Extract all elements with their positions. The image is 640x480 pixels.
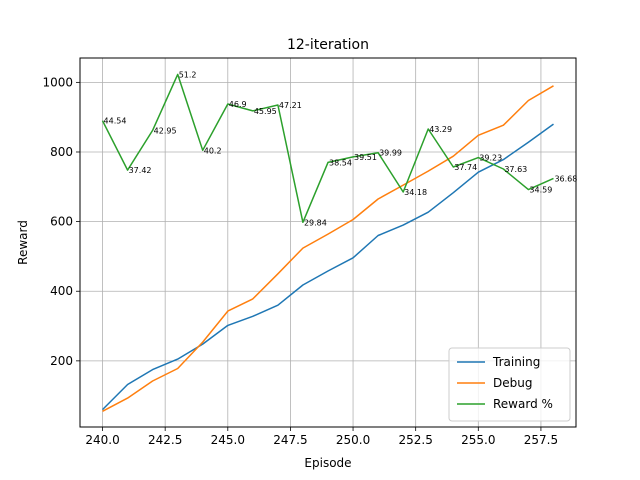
series-line-training bbox=[101, 123, 554, 411]
data-label: 43.29 bbox=[429, 125, 452, 134]
series-lines bbox=[101, 73, 554, 412]
x-axis-label: Episode bbox=[304, 456, 351, 470]
y-tick-label: 200 bbox=[50, 354, 73, 368]
y-tick-label: 600 bbox=[50, 215, 73, 229]
x-tick-label: 250.0 bbox=[336, 433, 370, 447]
x-tick-label: 257.5 bbox=[524, 433, 558, 447]
legend-label: Training bbox=[492, 355, 540, 369]
x-tick-label: 252.5 bbox=[398, 433, 432, 447]
x-tick-label: 240.0 bbox=[85, 433, 119, 447]
data-label: 39.51 bbox=[354, 153, 377, 162]
legend-box bbox=[448, 347, 571, 422]
data-label: 42.95 bbox=[154, 126, 177, 135]
data-label: 37.63 bbox=[504, 165, 527, 174]
series-line-debug bbox=[102, 85, 554, 412]
plot-frame bbox=[79, 57, 577, 428]
data-label: 34.59 bbox=[529, 186, 552, 195]
data-label: 34.18 bbox=[404, 188, 427, 197]
data-label: 40.2 bbox=[204, 146, 222, 155]
data-label: 47.21 bbox=[279, 101, 302, 110]
y-tick-label: 1000 bbox=[42, 75, 73, 89]
legend: Training Debug Reward % bbox=[448, 347, 571, 422]
legend-label: Reward % bbox=[493, 397, 553, 411]
data-label: 29.84 bbox=[304, 218, 327, 227]
data-label: 45.95 bbox=[254, 107, 277, 116]
data-label: 36.68 bbox=[554, 174, 577, 183]
series-line-reward bbox=[101, 73, 554, 224]
data-label: 39.99 bbox=[379, 149, 402, 158]
x-tick-label: 242.5 bbox=[148, 433, 182, 447]
x-axis-ticks: 240.0 242.5 245.0 247.5 250.0 252.5 255.0 257.5 bbox=[85, 427, 558, 447]
data-label: 39.23 bbox=[479, 154, 502, 163]
y-tick-label: 800 bbox=[50, 145, 73, 159]
legend-label: Debug bbox=[493, 376, 532, 390]
data-label: 38.54 bbox=[329, 158, 352, 167]
x-tick-label: 255.0 bbox=[461, 433, 495, 447]
data-label: 46.9 bbox=[229, 100, 247, 109]
data-label: 37.74 bbox=[454, 163, 477, 172]
x-tick-label: 245.0 bbox=[211, 433, 245, 447]
data-label: 44.54 bbox=[104, 117, 127, 126]
y-axis-label: Reward bbox=[16, 220, 30, 265]
x-tick-label: 247.5 bbox=[273, 433, 307, 447]
data-label: 37.42 bbox=[129, 166, 152, 175]
chart-title: 12-iteration bbox=[287, 37, 369, 53]
y-axis-ticks: 200 400 600 800 1000 bbox=[42, 75, 80, 368]
y-tick-label: 400 bbox=[50, 284, 73, 298]
grid bbox=[80, 58, 576, 427]
data-label: 51.2 bbox=[179, 70, 197, 79]
